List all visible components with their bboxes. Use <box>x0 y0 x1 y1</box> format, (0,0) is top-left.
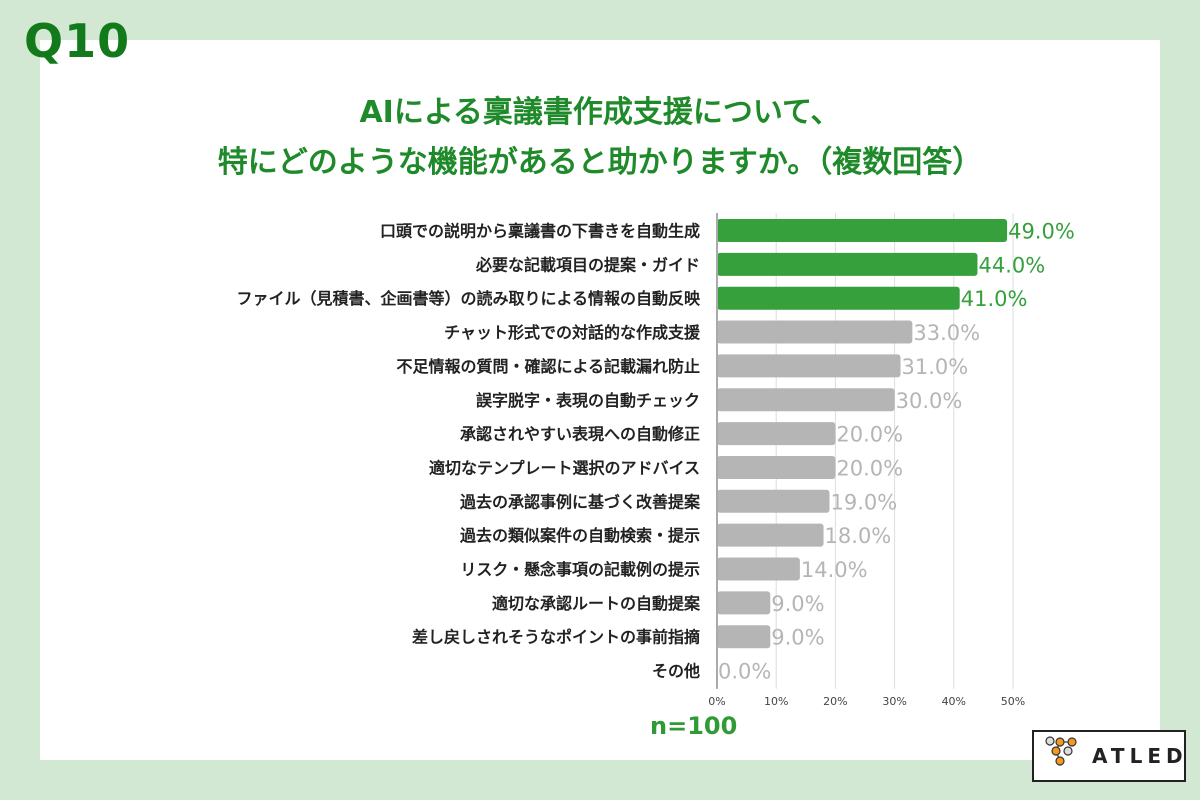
bar <box>717 320 913 344</box>
data-label: 33.0% <box>913 321 980 345</box>
category-label: 必要な記載項目の提案・ガイド <box>475 255 700 274</box>
category-label: ファイル（見積書、企画書等）の読み取りによる情報の自動反映 <box>236 289 701 308</box>
category-label: 過去の承認事例に基づく改善提案 <box>459 492 701 511</box>
atled-logo: ATLED <box>1032 730 1186 782</box>
bar <box>717 286 960 310</box>
data-label: 0.0% <box>718 660 771 684</box>
data-label: 30.0% <box>896 389 963 413</box>
bar <box>717 219 1008 242</box>
data-label: 31.0% <box>902 355 969 379</box>
chart-title-line-1: AIによる稟議書作成支援について、 <box>359 95 841 130</box>
x-tick-label: 10% <box>764 695 788 708</box>
data-label: 14.0% <box>801 558 868 582</box>
category-label: リスク・懸念事項の記載例の提示 <box>460 560 700 579</box>
data-label: 9.0% <box>771 626 824 650</box>
logo-mark-icon <box>1045 736 1077 766</box>
x-tick-label: 40% <box>942 695 966 708</box>
data-label: 41.0% <box>961 287 1028 311</box>
bar <box>717 252 978 276</box>
bar <box>717 388 895 412</box>
data-label: 18.0% <box>825 524 892 548</box>
category-label: 過去の類似案件の自動検索・提示 <box>459 526 700 545</box>
category-label: 誤字脱字・表現の自動チェック <box>476 391 700 410</box>
x-tick-label: 50% <box>1001 695 1025 708</box>
bar <box>717 523 824 547</box>
card <box>40 40 1160 760</box>
bar <box>717 455 836 479</box>
category-label: 適切なテンプレート選択のアドバイス <box>429 458 700 477</box>
bar <box>717 489 830 513</box>
category-label: 差し戻しされそうなポイントの事前指摘 <box>412 628 700 647</box>
category-label: その他 <box>652 662 700 681</box>
bar <box>717 422 836 446</box>
bar <box>717 625 771 649</box>
bar <box>717 591 771 615</box>
data-label: 44.0% <box>978 253 1045 277</box>
x-tick-label: 30% <box>882 695 906 708</box>
data-label: 19.0% <box>830 490 897 514</box>
data-label: 20.0% <box>836 423 903 447</box>
category-label: 口頭での説明から稟議書の下書きを自動生成 <box>380 222 700 241</box>
category-label: 適切な承認ルートの自動提案 <box>492 594 701 613</box>
data-label: 49.0% <box>1008 220 1075 244</box>
sample-size: n=100 <box>650 712 738 740</box>
category-label: 承認されやすい表現への自動修正 <box>460 425 700 444</box>
bar <box>717 557 800 581</box>
logo-text: ATLED <box>1092 744 1188 768</box>
category-label: 不足情報の質問・確認による記載漏れ防止 <box>396 357 700 376</box>
data-label: 9.0% <box>771 592 824 616</box>
bar <box>717 354 901 378</box>
data-label: 20.0% <box>836 456 903 480</box>
question-number: Q10 <box>24 14 131 68</box>
category-label: チャット形式での対話的な作成支援 <box>444 323 701 342</box>
x-tick-label: 20% <box>823 695 847 708</box>
chart-title-line-2: 特にどのような機能があると助かりますか。（複数回答） <box>217 145 983 180</box>
x-tick-label: 0% <box>708 695 725 708</box>
